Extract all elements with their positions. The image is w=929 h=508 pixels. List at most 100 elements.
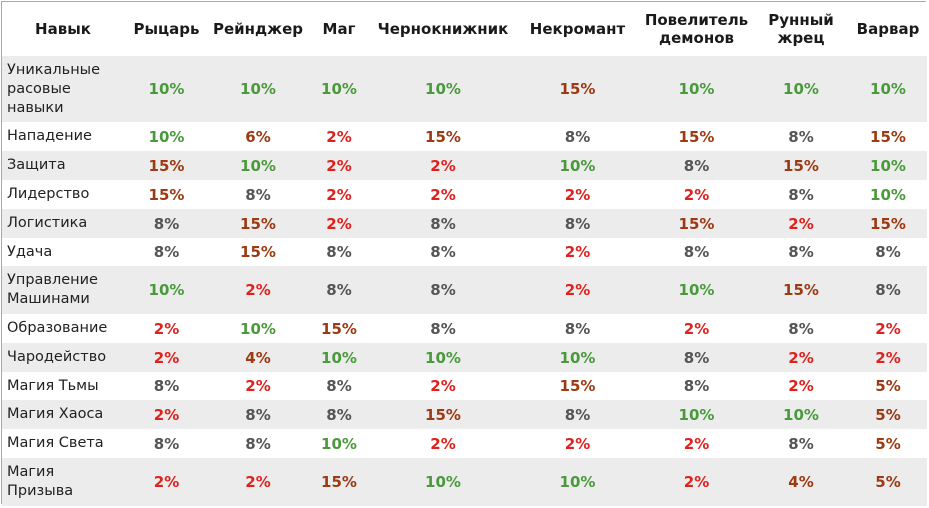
chance-cell: 8% xyxy=(153,243,180,261)
chance-cell: 10% xyxy=(425,473,461,491)
chance-cell: 8% xyxy=(245,185,271,204)
chance-cell: 10% xyxy=(240,156,276,175)
chance-cell: 2% xyxy=(683,185,710,204)
chance-cell: 8% xyxy=(564,405,591,424)
chance-cell: 2% xyxy=(153,473,180,491)
skill-name-cell: Магия Тьмы xyxy=(7,377,99,394)
column-header-class: Маг xyxy=(307,2,371,56)
chance-cell: 4% xyxy=(788,473,814,491)
chance-cell: 5% xyxy=(875,405,901,424)
chance-cell: 8% xyxy=(153,377,180,395)
skill-name-cell: Логистика xyxy=(7,215,88,231)
chance-cell: 15% xyxy=(678,127,715,146)
table-row: Магия Света 8% 8% 10% 2% 2% 2% 8% 5% xyxy=(2,429,927,458)
chance-cell: 15% xyxy=(148,156,185,175)
chance-cell: 10% xyxy=(321,348,357,367)
chance-cell: 15% xyxy=(425,405,461,424)
chance-cell: 8% xyxy=(430,243,456,261)
table-row: Магия Тьмы 8% 2% 8% 2% 15% 8% 2% 5% xyxy=(2,372,927,400)
chance-cell: 2% xyxy=(245,281,271,299)
column-header-class: Рыцарь xyxy=(124,2,209,56)
chance-cell: 2% xyxy=(326,185,352,204)
table-row: Нападение 10% 6% 2% 15% 8% 15% 8% 15% xyxy=(2,122,927,151)
chance-cell: 10% xyxy=(559,348,596,367)
chance-cell: 8% xyxy=(788,319,814,338)
column-header-class: Чернокнижник xyxy=(371,2,515,56)
chance-cell: 10% xyxy=(148,281,185,299)
chance-cell: 10% xyxy=(425,80,461,98)
chance-cell: 8% xyxy=(153,214,180,233)
chance-cell: 8% xyxy=(788,243,814,261)
chance-cell: 8% xyxy=(153,434,180,453)
skill-name-cell: Магия Призыва xyxy=(7,464,74,499)
chance-cell: 8% xyxy=(326,281,352,299)
skill-name-cell: Лидерство xyxy=(7,186,90,202)
chance-cell: 15% xyxy=(148,185,185,204)
chance-cell: 8% xyxy=(564,127,591,146)
table-row: Лидерство 15% 8% 2% 2% 2% 2% 8% 10% xyxy=(2,180,927,209)
chance-cell: 2% xyxy=(430,156,456,175)
chance-cell: 10% xyxy=(870,156,906,175)
chance-cell: 2% xyxy=(875,348,901,367)
chance-cell: 15% xyxy=(783,281,819,299)
skill-name-cell: Образование xyxy=(7,320,108,336)
chance-cell: 2% xyxy=(153,405,180,424)
chance-cell: 8% xyxy=(245,405,271,424)
chance-cell: 15% xyxy=(321,473,357,491)
skill-name-cell: Чародейство xyxy=(7,349,107,365)
chance-cell: 2% xyxy=(245,377,271,395)
chance-cell: 10% xyxy=(240,80,276,98)
chance-cell: 8% xyxy=(683,243,710,261)
chance-cell: 2% xyxy=(326,214,352,233)
table-row: Магия Хаоса 2% 8% 8% 15% 8% 10% 10% 5% xyxy=(2,400,927,429)
chance-cell: 10% xyxy=(425,348,461,367)
chance-cell: 10% xyxy=(678,80,715,98)
chance-cell: 2% xyxy=(326,127,352,146)
skill-name-cell: Магия Света xyxy=(7,435,104,451)
chance-cell: 10% xyxy=(678,281,715,299)
chance-cell: 2% xyxy=(245,473,271,491)
chance-cell: 8% xyxy=(788,127,814,146)
chance-cell: 8% xyxy=(326,243,352,261)
chance-cell: 10% xyxy=(870,185,906,204)
chance-cell: 2% xyxy=(564,434,591,453)
chance-cell: 2% xyxy=(683,434,710,453)
chance-cell: 2% xyxy=(430,185,456,204)
skill-name-cell: Управление Машинами xyxy=(7,272,98,307)
chance-cell: 2% xyxy=(430,377,456,395)
chance-cell: 6% xyxy=(245,127,271,146)
chance-cell: 10% xyxy=(678,405,715,424)
chance-cell: 2% xyxy=(564,243,591,261)
chance-cell: 2% xyxy=(153,348,180,367)
column-header-class: Некромант xyxy=(515,2,640,56)
chance-cell: 8% xyxy=(683,377,710,395)
table-row: Магия Призыва 2% 2% 15% 10% 10% 2% 4% 5% xyxy=(2,458,927,506)
chance-cell: 2% xyxy=(788,348,814,367)
chance-cell: 2% xyxy=(788,214,814,233)
chance-cell: 5% xyxy=(875,434,901,453)
column-header-class: Варвар xyxy=(849,2,927,56)
chance-cell: 15% xyxy=(870,214,906,233)
chance-cell: 8% xyxy=(683,156,710,175)
chance-cell: 15% xyxy=(425,127,461,146)
chance-cell: 15% xyxy=(678,214,715,233)
chance-cell: 10% xyxy=(321,80,357,98)
chance-cell: 8% xyxy=(564,319,591,338)
chance-cell: 4% xyxy=(245,348,271,367)
column-header-skill: Навык xyxy=(2,2,124,56)
chance-cell: 10% xyxy=(148,127,185,146)
column-header-class: Рунный жрец xyxy=(753,2,849,56)
chance-cell: 10% xyxy=(783,405,819,424)
chance-cell: 8% xyxy=(683,348,710,367)
chance-cell: 10% xyxy=(783,80,819,98)
chance-cell: 10% xyxy=(148,80,185,98)
chance-cell: 8% xyxy=(875,243,901,261)
chance-cell: 5% xyxy=(875,377,901,395)
header-row: Навык Рыцарь Рейнджер Маг Чернокнижник Некром… xyxy=(2,2,927,56)
chance-cell: 15% xyxy=(240,214,276,233)
chance-cell: 8% xyxy=(564,214,591,233)
chance-cell: 8% xyxy=(788,434,814,453)
table-row: Логистика 8% 15% 2% 8% 8% 15% 2% 15% xyxy=(2,209,927,238)
chance-cell: 10% xyxy=(240,319,276,338)
chance-cell: 2% xyxy=(875,319,901,338)
